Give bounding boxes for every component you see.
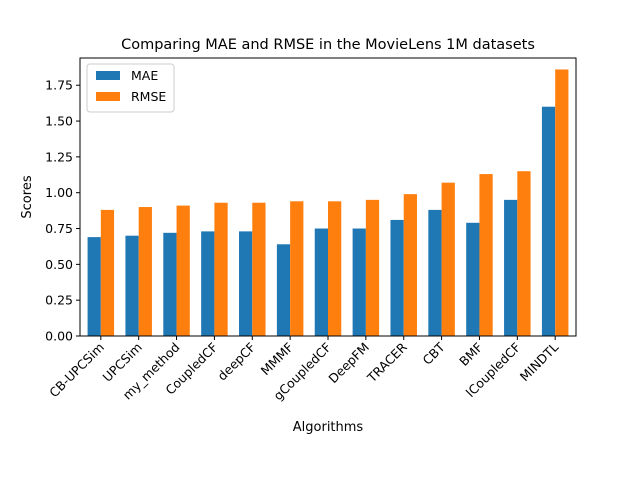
bar-mae-deepcf xyxy=(239,231,253,336)
bar-rmse-bmf xyxy=(479,174,493,336)
bar-mae-mmmf xyxy=(276,244,291,336)
y-tick-label: 0.25 xyxy=(45,293,73,308)
bar-mae-cbt xyxy=(428,209,442,336)
bar-mae-bmf xyxy=(466,222,480,336)
plot-frame xyxy=(79,57,577,337)
bar-rmse-my_method xyxy=(176,205,190,336)
bar-rmse-mindtl xyxy=(555,69,569,337)
bar-rmse-cbt xyxy=(441,182,455,336)
chart-title: Comparing MAE and RMSE in the MovieLens … xyxy=(121,37,535,53)
bar-rmse-gcoupledcf xyxy=(328,201,342,336)
y-tick-label: 1.25 xyxy=(45,149,73,164)
bar-rmse-deepfm xyxy=(365,199,380,336)
legend-swatch-rmse xyxy=(96,92,120,101)
bar-rmse-deepcf xyxy=(252,202,266,336)
y-tick-label: 1.75 xyxy=(45,78,73,93)
y-tick-label: 1.00 xyxy=(45,185,73,200)
y-axis-label: Scores xyxy=(20,175,35,218)
legend-label-rmse: RMSE xyxy=(131,89,166,104)
legend-label-mae: MAE xyxy=(131,68,158,83)
bar-mae-cb-upcsim xyxy=(87,237,101,336)
y-tick-label: 0.50 xyxy=(45,257,73,272)
bar-mae-deepfm xyxy=(352,228,366,336)
bar-mae-my_method xyxy=(163,232,177,336)
bar-rmse-cb-upcsim xyxy=(100,209,115,336)
bar-rmse-upcsim xyxy=(138,207,152,336)
y-tick-label: 0.00 xyxy=(45,329,73,344)
y-tick-label: 0.75 xyxy=(45,221,73,236)
bar-mae-gcoupledcf xyxy=(314,228,328,336)
legend: MAE RMSE xyxy=(86,63,175,113)
bar-rmse-lcoupledcf xyxy=(517,171,531,336)
bar-mae-mindtl xyxy=(541,106,556,336)
bar-mae-lcoupledcf xyxy=(504,199,518,336)
legend-swatch-mae xyxy=(96,71,120,80)
bar-mae-coupledcf xyxy=(201,231,215,336)
bar-mae-tracer xyxy=(390,219,404,336)
bar-rmse-tracer xyxy=(403,194,417,336)
x-axis-label: Algorithms xyxy=(293,420,364,435)
y-tick-label: 1.50 xyxy=(45,114,73,129)
bar-rmse-coupledcf xyxy=(214,202,228,336)
bar-rmse-mmmf xyxy=(290,201,304,336)
bar-mae-upcsim xyxy=(125,235,139,336)
